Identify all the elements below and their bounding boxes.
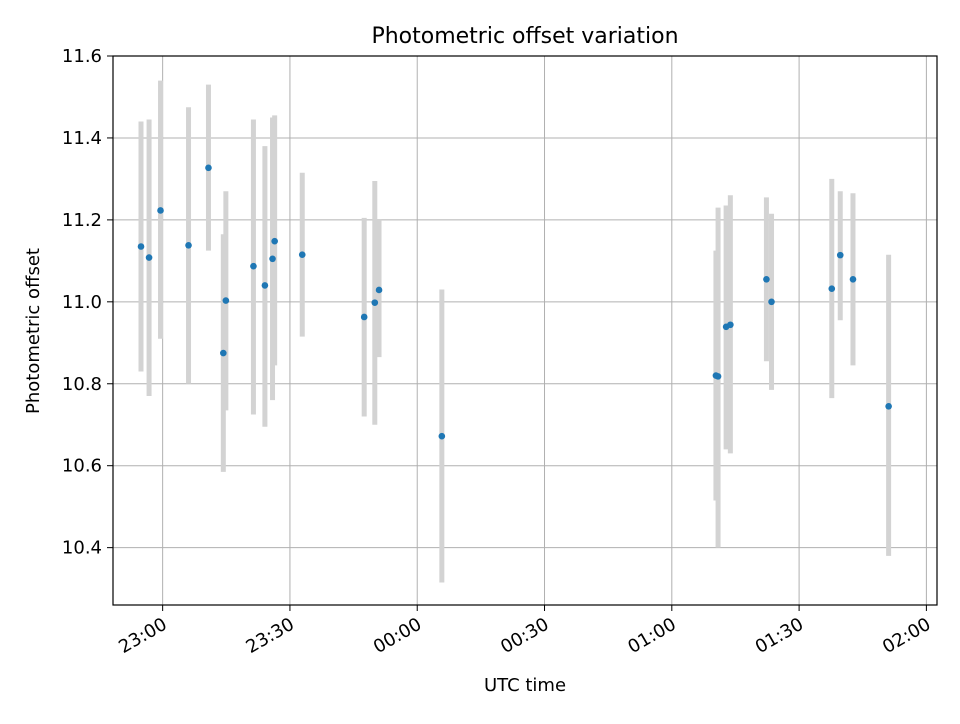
x-axis-label: UTC time	[484, 675, 566, 696]
y-tick-label: 11.6	[62, 46, 102, 67]
data-point	[375, 286, 383, 294]
y-tick-label: 11.4	[62, 128, 102, 149]
data-point	[836, 251, 844, 259]
data-point	[250, 262, 257, 270]
data-point	[137, 243, 145, 250]
data-point	[360, 313, 368, 321]
y-axis-ticks: 10.4 10.6 10.8 11.0 11.2 11.4 11.6	[62, 46, 113, 559]
data-point	[768, 298, 775, 306]
y-axis-label: Photometric offset	[23, 248, 44, 414]
data-point	[185, 241, 192, 249]
y-tick-label: 11.2	[62, 210, 102, 231]
y-tick-label: 10.6	[62, 456, 102, 477]
data-point	[222, 297, 230, 304]
y-tick-label: 10.4	[62, 538, 102, 559]
chart-title: Photometric offset variation	[371, 24, 678, 49]
data-point	[145, 254, 153, 261]
data-point	[371, 299, 379, 306]
data-point	[269, 255, 276, 263]
data-point	[271, 237, 278, 245]
plot-frame	[112, 55, 938, 606]
data-point	[298, 251, 306, 259]
data-point	[261, 282, 269, 289]
y-tick-label: 10.8	[62, 374, 102, 395]
data-point	[205, 164, 212, 172]
data-point	[438, 432, 446, 440]
data-point	[220, 349, 227, 357]
y-tick-label: 11.0	[62, 292, 102, 313]
data-point	[714, 373, 722, 380]
data-point	[763, 275, 770, 283]
data-points	[137, 164, 892, 440]
data-point	[157, 207, 164, 214]
data-point	[828, 285, 836, 293]
data-point	[727, 321, 734, 329]
data-point	[885, 402, 892, 410]
data-point	[849, 275, 857, 283]
